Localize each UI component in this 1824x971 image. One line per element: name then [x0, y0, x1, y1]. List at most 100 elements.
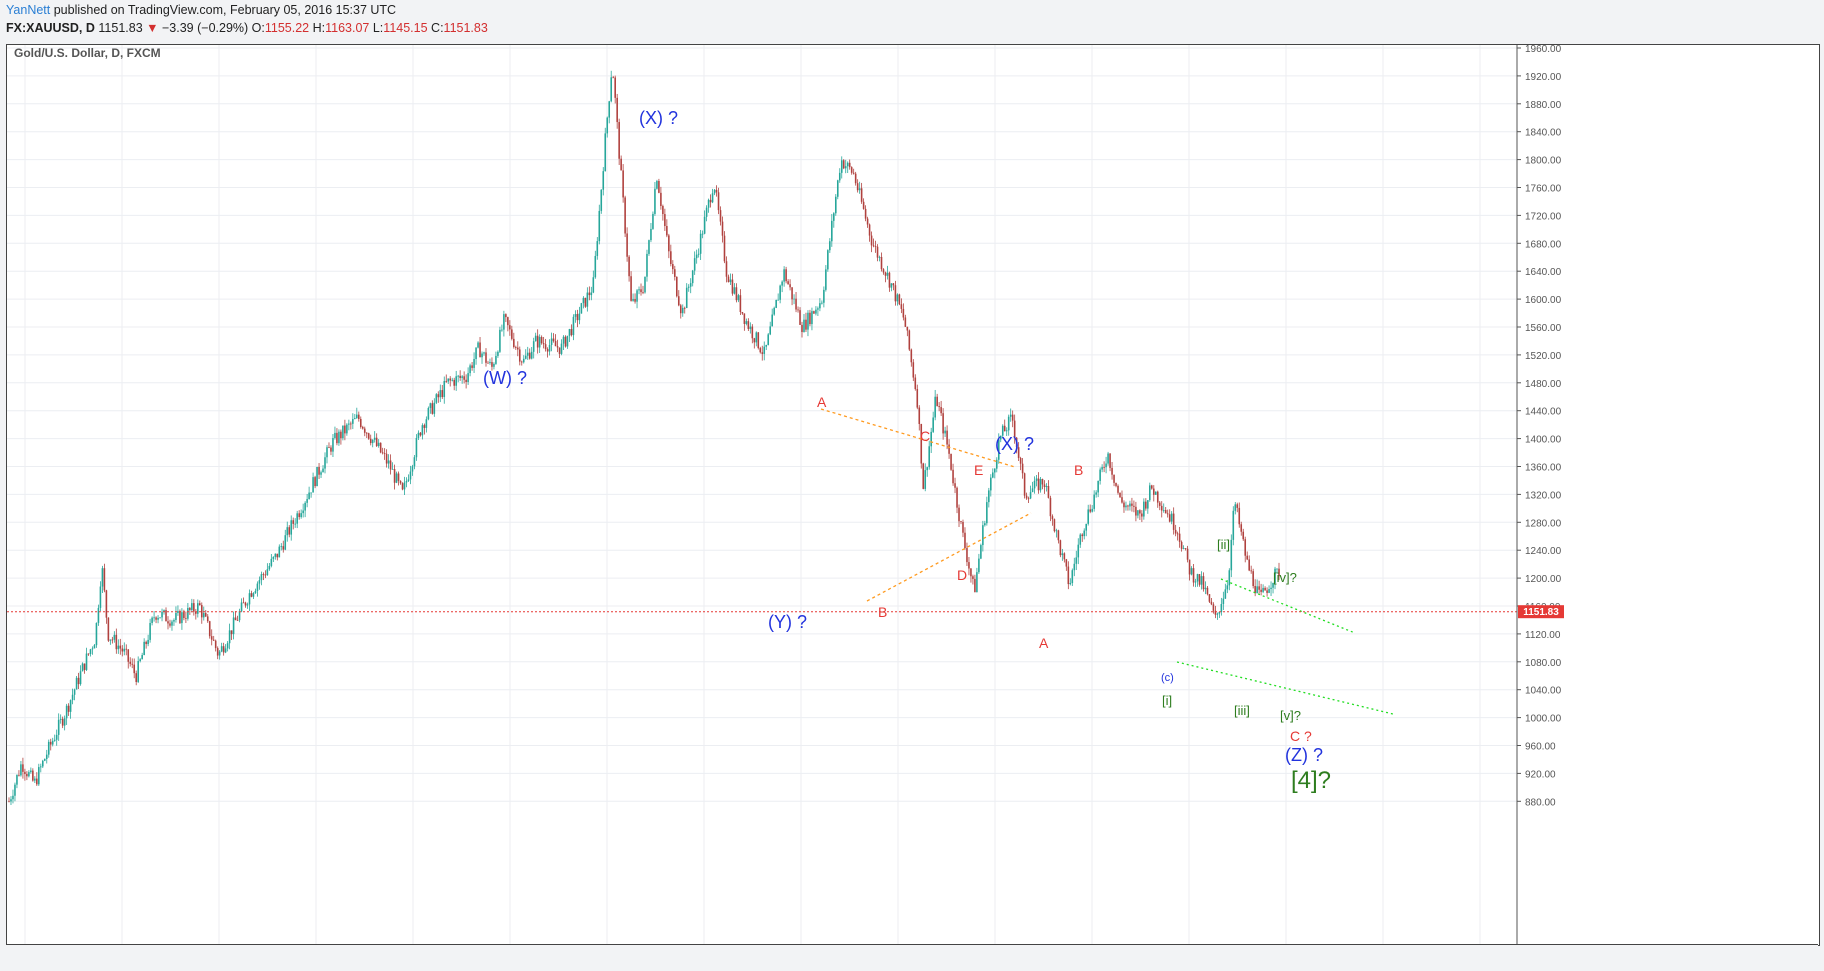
candle-body	[809, 312, 811, 325]
candle-body	[20, 764, 22, 776]
candle-body	[47, 741, 50, 755]
candle-body	[608, 101, 611, 118]
candle-body	[377, 442, 380, 447]
candle-body	[737, 295, 740, 301]
candle-body	[672, 264, 674, 270]
candle-body	[445, 380, 448, 382]
candle-body	[1198, 574, 1201, 585]
candle-body	[1081, 534, 1084, 537]
candle-body	[348, 423, 350, 425]
candle-body	[71, 694, 74, 701]
candle-body	[733, 287, 736, 294]
candle-body	[924, 470, 927, 489]
candle-body	[395, 473, 398, 483]
candle-body	[1252, 571, 1254, 586]
candle-body	[330, 447, 332, 452]
candle-body	[373, 437, 376, 440]
candle-body	[1141, 513, 1143, 517]
last-price-badge: 1151.83	[1518, 605, 1564, 619]
candle-body	[751, 326, 754, 339]
price-chart[interactable]: 1960.00 1920.00 1880.00 1840.00 1800.00 1760.…	[7, 44, 1819, 945]
candle-body	[57, 719, 60, 735]
chart-title: Gold/U.S. Dollar, D, FXCM	[14, 46, 161, 60]
candle-body	[1007, 416, 1010, 431]
price-axis[interactable]: 1960.00 1920.00 1880.00 1840.00 1800.00 1760.…	[1516, 44, 1562, 945]
candle-body	[256, 583, 259, 591]
candle-body	[280, 546, 283, 547]
candle-body	[1079, 534, 1082, 545]
candle-body	[864, 208, 867, 219]
candle-body	[278, 546, 281, 558]
candle-body	[286, 527, 289, 536]
candle-body	[1061, 553, 1064, 556]
candle-body	[63, 718, 66, 726]
candle-body	[1234, 504, 1237, 511]
candle-body	[745, 321, 748, 324]
candle-body	[968, 562, 970, 569]
green-upper-trendline[interactable]	[1220, 578, 1356, 634]
author-link[interactable]: YanNett	[6, 3, 51, 17]
y-tick-label: 1360.00	[1525, 463, 1562, 474]
down-arrow-icon: ▼	[146, 21, 159, 35]
candle-body	[840, 160, 843, 173]
green-lower-trendline[interactable]	[1176, 661, 1394, 715]
y-tick-label: 1400.00	[1525, 435, 1562, 446]
candle-body	[252, 593, 255, 597]
candle-body	[1135, 506, 1137, 516]
candle-body	[725, 261, 728, 277]
candle-body	[202, 613, 205, 618]
candle-body	[1242, 531, 1245, 540]
orange-upper-trendline[interactable]	[820, 408, 1016, 468]
candle-body	[391, 469, 394, 470]
candle-body	[638, 289, 640, 291]
candle-body	[1246, 555, 1249, 560]
candle-body	[711, 193, 714, 203]
candle-body	[248, 593, 251, 605]
candle-body	[918, 407, 921, 425]
wave-label-v: [v]?	[1280, 708, 1301, 723]
candle-body	[294, 523, 296, 525]
candle-body	[1156, 491, 1159, 503]
candle-body	[268, 565, 271, 570]
candle-body	[1264, 587, 1266, 591]
orange-lower-trendline[interactable]	[866, 512, 1032, 602]
candle-body	[111, 639, 114, 641]
candle-body	[679, 305, 682, 314]
candle-body	[238, 611, 241, 621]
candle-body	[584, 297, 587, 307]
candle-body	[695, 254, 698, 259]
candle-body	[354, 418, 356, 420]
candle-body	[447, 378, 450, 382]
candle-body	[77, 677, 80, 685]
candle-body	[81, 663, 84, 672]
candle-body	[916, 389, 919, 408]
candle-body	[1045, 486, 1048, 487]
candle-body	[1115, 482, 1117, 486]
candle-body	[763, 346, 766, 354]
candle-body	[1254, 585, 1256, 594]
trendlines[interactable]	[820, 408, 1394, 715]
candle-body	[1105, 463, 1107, 468]
candle-body	[1260, 589, 1262, 592]
candle-body	[934, 396, 936, 418]
candle-body	[350, 423, 352, 425]
candle-body	[421, 425, 424, 436]
candle-body	[978, 558, 980, 573]
candle-body	[99, 586, 102, 608]
candle-body	[125, 648, 128, 650]
chart-pane[interactable]: 1960.00 1920.00 1880.00 1840.00 1800.00 1760.…	[6, 44, 1820, 946]
candle-body	[459, 375, 461, 378]
candle-body	[526, 352, 529, 356]
candle-body	[664, 214, 666, 227]
candle-body	[191, 603, 193, 610]
candle-body	[10, 799, 12, 802]
candle-body	[383, 453, 386, 454]
candle-body	[1095, 492, 1097, 495]
candle-body	[298, 513, 300, 518]
candle-body	[1005, 430, 1008, 432]
candle-body	[387, 460, 390, 464]
time-axis[interactable]	[6, 944, 1818, 967]
last-price: 1151.83	[98, 21, 143, 35]
candle-body	[948, 444, 950, 454]
y-tick-label: 1720.00	[1525, 211, 1562, 222]
